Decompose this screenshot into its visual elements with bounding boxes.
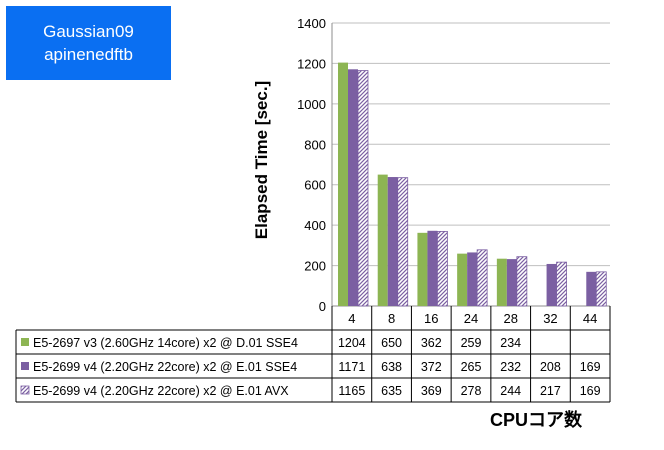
bar bbox=[437, 231, 448, 307]
y-tick-label: 600 bbox=[304, 178, 326, 193]
data-label: 650 bbox=[381, 336, 402, 350]
data-label: 208 bbox=[540, 360, 561, 374]
y-tick-label: 1400 bbox=[297, 16, 326, 31]
data-label: 169 bbox=[580, 384, 601, 398]
legend-swatch bbox=[21, 338, 29, 346]
data-label: 265 bbox=[461, 360, 482, 374]
legend-swatch bbox=[20, 385, 30, 395]
data-label: 244 bbox=[500, 384, 521, 398]
bar bbox=[476, 249, 488, 307]
legend-swatch bbox=[21, 362, 29, 370]
bar bbox=[467, 252, 478, 306]
bar bbox=[427, 230, 438, 306]
y-tick-label: 1000 bbox=[297, 97, 326, 112]
data-label: 362 bbox=[421, 336, 442, 350]
bar bbox=[387, 177, 398, 306]
x-tick-label: 44 bbox=[583, 311, 597, 326]
bar bbox=[496, 258, 507, 306]
y-tick-label: 400 bbox=[304, 218, 326, 233]
bar bbox=[556, 261, 567, 307]
legend-label: E5-2699 v4 (2.20GHz 22core) x2 @ E.01 SS… bbox=[33, 360, 297, 374]
bar bbox=[506, 259, 517, 306]
bar bbox=[595, 271, 607, 307]
data-label: 169 bbox=[580, 360, 601, 374]
bar bbox=[417, 232, 428, 306]
legend-label: E5-2697 v3 (2.60GHz 14core) x2 @ D.01 SS… bbox=[33, 336, 298, 350]
x-tick-label: 32 bbox=[543, 311, 557, 326]
bar bbox=[348, 69, 358, 306]
bar bbox=[516, 256, 528, 307]
chart-title-box: Gaussian09 apinenedftb bbox=[6, 6, 171, 80]
bar bbox=[546, 263, 557, 306]
data-label: 217 bbox=[540, 384, 561, 398]
x-tick-label: 4 bbox=[348, 311, 355, 326]
title-line-2: apinenedftb bbox=[44, 45, 133, 64]
data-label: 1165 bbox=[338, 384, 365, 398]
y-tick-label: 200 bbox=[304, 259, 326, 274]
y-tick-label: 1200 bbox=[297, 56, 326, 71]
title-line-1: Gaussian09 bbox=[43, 22, 134, 41]
data-label: 234 bbox=[500, 336, 521, 350]
bar bbox=[586, 271, 597, 306]
y-tick-label: 800 bbox=[304, 137, 326, 152]
legend-label: E5-2699 v4 (2.20GHz 22core) x2 @ E.01 AV… bbox=[33, 384, 289, 398]
bar bbox=[457, 253, 468, 306]
data-label: 1171 bbox=[338, 360, 365, 374]
y-tick-label: 0 bbox=[319, 299, 326, 314]
x-tick-label: 24 bbox=[464, 311, 478, 326]
data-label: 278 bbox=[461, 384, 482, 398]
bar bbox=[338, 62, 348, 307]
data-label: 372 bbox=[421, 360, 442, 374]
data-label: 638 bbox=[381, 360, 402, 374]
data-label: 635 bbox=[381, 384, 402, 398]
bar bbox=[377, 174, 388, 306]
data-label: 369 bbox=[421, 384, 442, 398]
x-tick-label: 28 bbox=[503, 311, 517, 326]
data-label: 259 bbox=[461, 336, 482, 350]
data-label: 1204 bbox=[338, 336, 366, 350]
x-axis-label: CPUコア数 bbox=[490, 410, 583, 430]
x-tick-label: 8 bbox=[388, 311, 395, 326]
x-tick-label: 16 bbox=[424, 311, 438, 326]
data-label: 232 bbox=[500, 360, 521, 374]
bar bbox=[397, 177, 409, 307]
bar bbox=[357, 70, 369, 307]
